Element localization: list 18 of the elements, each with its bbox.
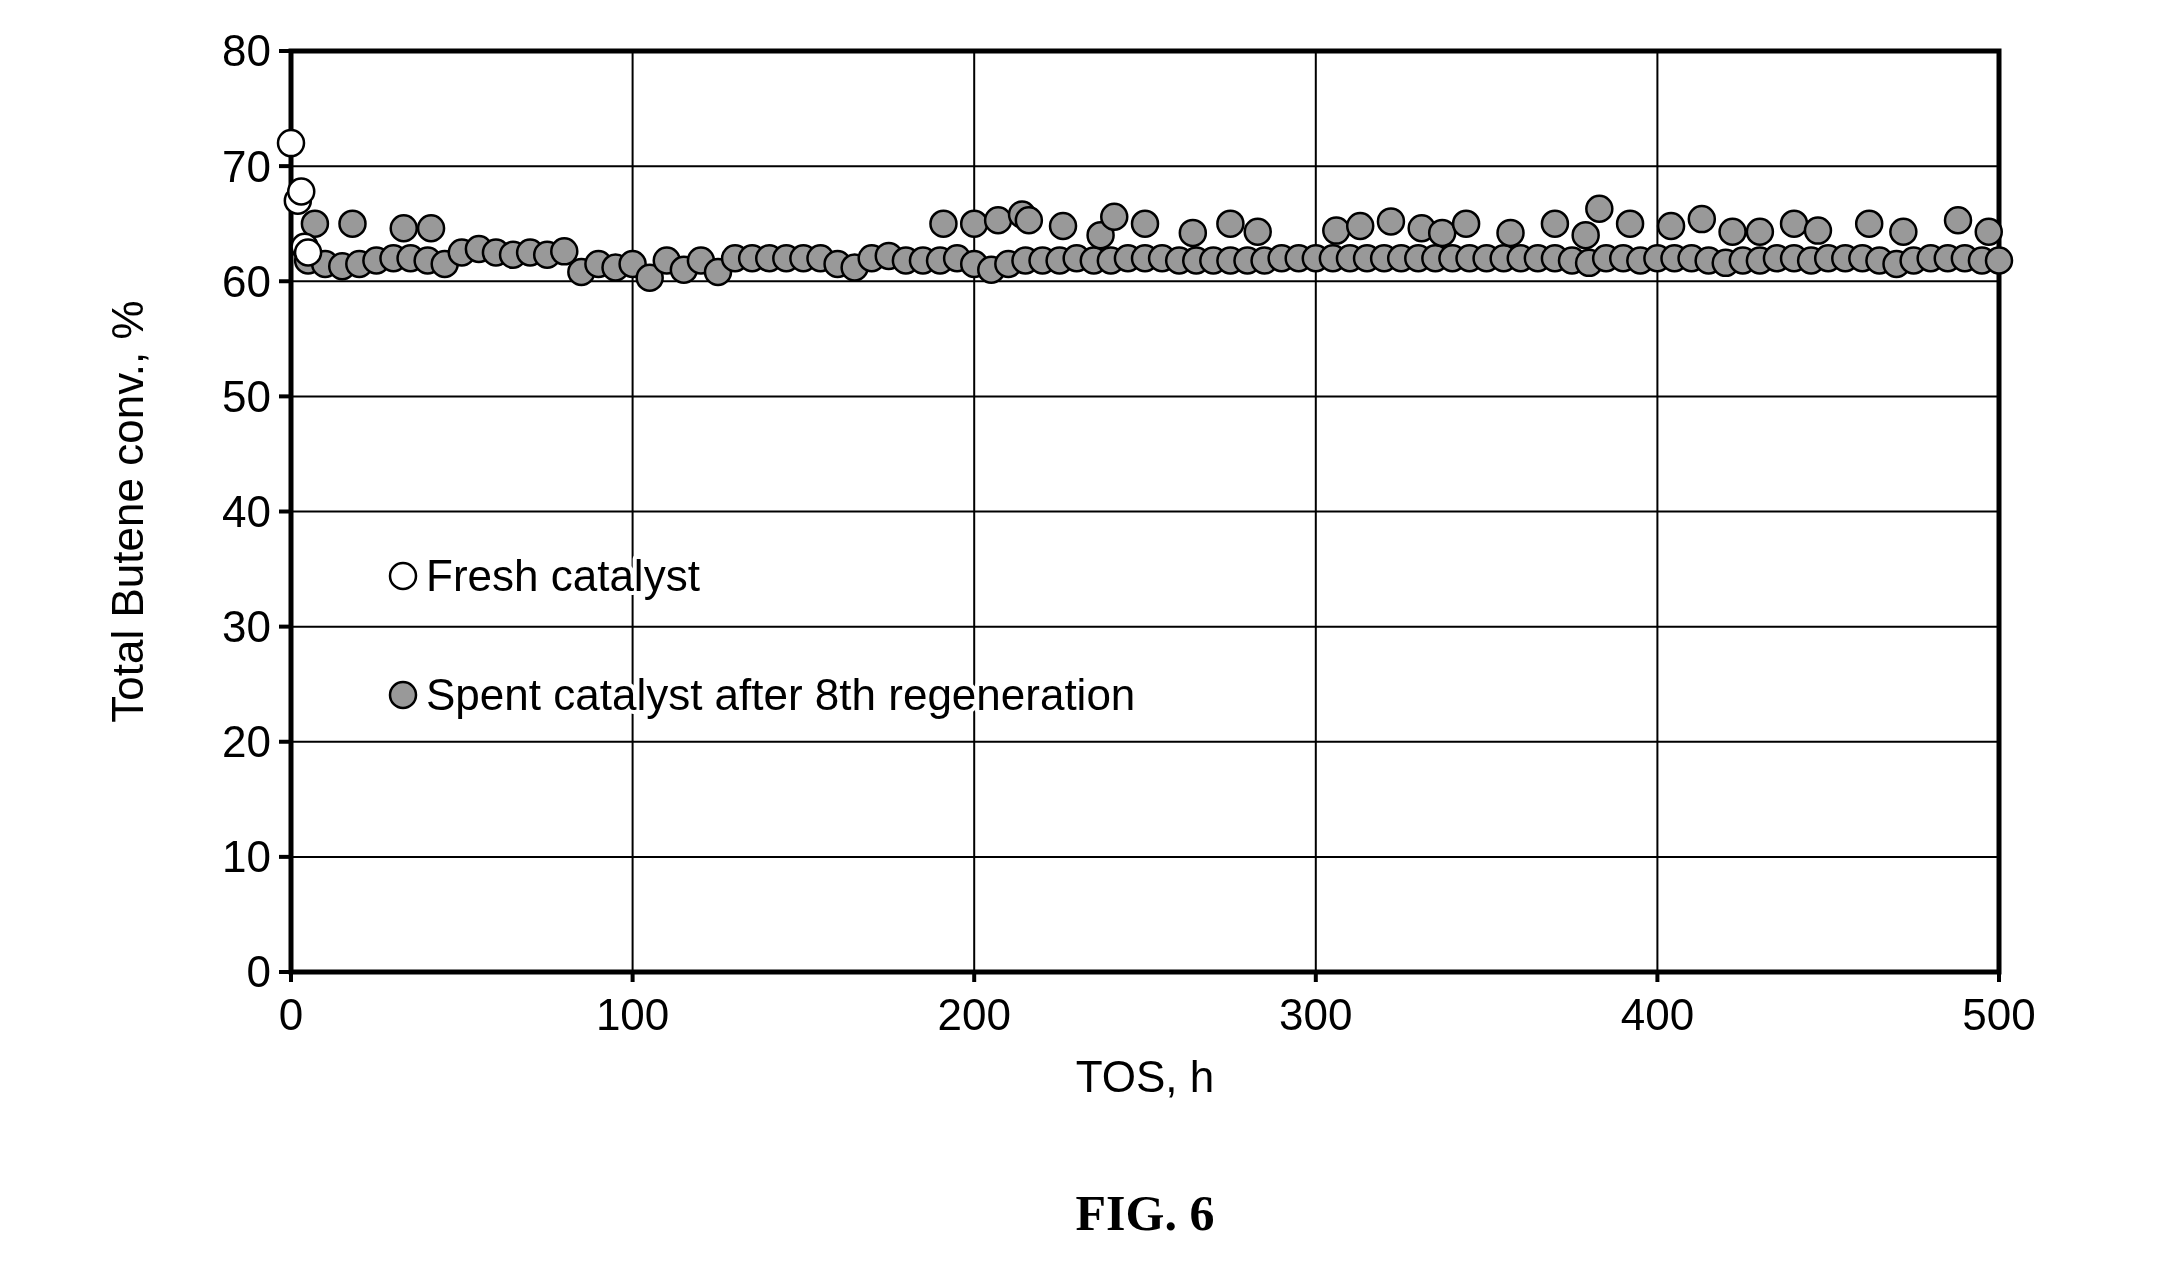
y-tick-label: 30 [222, 602, 271, 652]
y-tick-label: 10 [222, 832, 271, 882]
y-tick-label: 70 [222, 141, 271, 191]
x-tick-label: 200 [937, 990, 1011, 1039]
x-tick-label: 300 [1279, 990, 1353, 1039]
y-tick-label: 60 [222, 256, 271, 306]
x-axis-title: TOS, h [1075, 1052, 1215, 1101]
y-axis-title: Total Butene conv., % [103, 300, 152, 723]
x-tick-label: 500 [1962, 990, 2036, 1039]
y-tick-label: 80 [222, 26, 271, 76]
y-tick-label: 0 [246, 947, 271, 997]
y-tick-label: 40 [222, 486, 271, 536]
text: FIG. 6 [1075, 1185, 1215, 1241]
y-tick-label: 20 [222, 717, 271, 767]
y-tick-label: 50 [222, 371, 271, 421]
x-tick-label: 400 [1620, 990, 1695, 1039]
x-tick-label: 0 [278, 990, 304, 1039]
x-tick-label: 100 [595, 990, 670, 1039]
